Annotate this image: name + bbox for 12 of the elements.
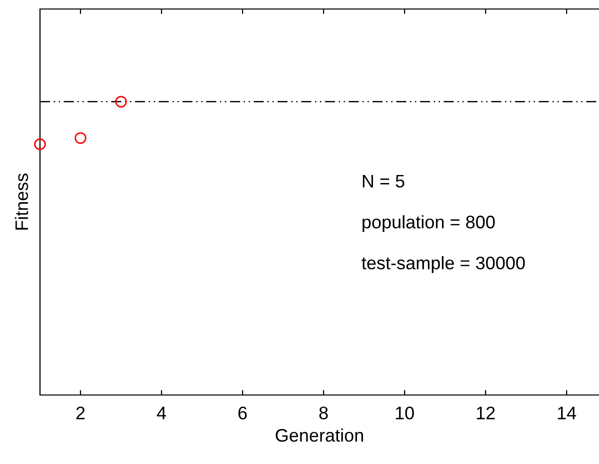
x-tick-label: 12 bbox=[476, 406, 495, 420]
x-tick-label: 8 bbox=[319, 406, 328, 420]
annotation: population = 800 bbox=[362, 215, 495, 232]
x-axis-title: Generation bbox=[276, 428, 363, 442]
x-tick-label: 14 bbox=[558, 406, 576, 420]
annotation: N = 5 bbox=[362, 174, 404, 188]
y-axis-title: Fitness bbox=[14, 174, 28, 230]
x-tick-label: 6 bbox=[238, 406, 247, 420]
x-tick-label: 4 bbox=[156, 406, 166, 420]
x-tick-label: 2 bbox=[76, 406, 85, 420]
x-tick-label: 10 bbox=[396, 406, 414, 420]
annotation: test-sample = 30000 bbox=[362, 256, 525, 273]
